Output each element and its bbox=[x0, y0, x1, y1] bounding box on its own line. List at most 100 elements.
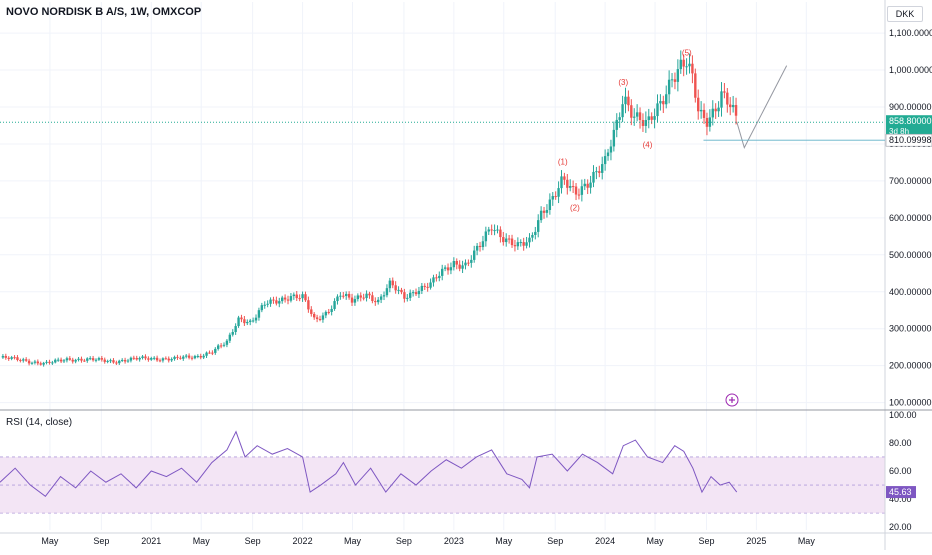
candle-body bbox=[132, 357, 136, 359]
candle-body bbox=[292, 294, 296, 297]
candle-body bbox=[542, 210, 546, 213]
wave-label: (3) bbox=[618, 78, 628, 87]
grid bbox=[0, 2, 885, 530]
candle-body bbox=[13, 357, 16, 359]
candle-body bbox=[260, 305, 264, 311]
candle-body bbox=[400, 289, 403, 293]
candle-body bbox=[295, 294, 298, 299]
candle-body bbox=[659, 101, 662, 104]
rsi-tick-label: 100.00 bbox=[889, 410, 917, 420]
candle-body bbox=[635, 112, 639, 117]
candle-body bbox=[167, 358, 170, 361]
candle-body bbox=[97, 358, 101, 360]
candle-body bbox=[429, 282, 432, 288]
candle-body bbox=[321, 315, 325, 320]
candle-body bbox=[505, 238, 508, 243]
candle-body bbox=[685, 66, 688, 68]
add-icon[interactable] bbox=[725, 393, 739, 407]
candle-body bbox=[528, 237, 531, 243]
candle-body bbox=[580, 186, 584, 195]
candle-body bbox=[705, 117, 709, 127]
candle-body bbox=[80, 358, 83, 361]
candle-body bbox=[339, 295, 342, 297]
candle-body bbox=[272, 299, 275, 301]
time-tick-label: 2023 bbox=[444, 536, 464, 546]
candle-body bbox=[502, 237, 505, 243]
candle-body bbox=[557, 188, 560, 197]
candle-body bbox=[641, 120, 645, 126]
candle-body bbox=[100, 358, 104, 360]
wave-label: (4) bbox=[643, 141, 653, 150]
candle-body bbox=[563, 176, 566, 180]
candle-body bbox=[4, 355, 8, 358]
candle-body bbox=[45, 361, 48, 363]
candle-body bbox=[443, 267, 447, 269]
candle-body bbox=[534, 231, 537, 235]
price-tick-label: 500.00000 bbox=[889, 250, 932, 260]
candle-body bbox=[470, 259, 473, 263]
candle-body bbox=[315, 317, 319, 319]
candle-body bbox=[368, 293, 371, 296]
candle-body bbox=[397, 289, 400, 291]
candle-body bbox=[670, 79, 674, 81]
candle-body bbox=[118, 360, 121, 364]
last-price-label: 858.80000 bbox=[889, 116, 932, 126]
candle-body bbox=[423, 285, 426, 287]
candle-body bbox=[548, 199, 552, 210]
candle-body bbox=[478, 245, 482, 248]
candle-body bbox=[283, 297, 287, 300]
rsi-tick-label: 60.00 bbox=[889, 466, 912, 476]
candle-body bbox=[27, 360, 31, 364]
candle-body bbox=[688, 63, 691, 67]
candle-body bbox=[537, 220, 540, 232]
candle-body bbox=[394, 285, 397, 291]
candle-body bbox=[665, 94, 668, 105]
candle-body bbox=[48, 361, 51, 363]
candle-body bbox=[513, 245, 517, 247]
candle-body bbox=[205, 352, 208, 356]
candle-body bbox=[225, 340, 229, 345]
candle-body bbox=[464, 262, 467, 266]
candle-body bbox=[196, 355, 200, 357]
price-tick-label: 1,000.00000 bbox=[889, 65, 932, 75]
candle-body bbox=[150, 358, 153, 360]
candle-body bbox=[720, 91, 723, 108]
candle-body bbox=[345, 293, 348, 297]
candle-body bbox=[551, 196, 554, 200]
candle-body bbox=[679, 59, 682, 70]
candle-body bbox=[254, 317, 258, 321]
rsi-tick-label: 20.00 bbox=[889, 522, 912, 532]
candle-body bbox=[179, 357, 182, 359]
candle-body bbox=[257, 310, 261, 318]
candle-body bbox=[531, 234, 534, 238]
candle-body bbox=[327, 311, 330, 313]
candle-body bbox=[193, 356, 197, 359]
chart-title: NOVO NORDISK B A/S, 1W, OMXCOP bbox=[6, 6, 202, 18]
candle-body bbox=[449, 267, 453, 271]
target-badge bbox=[885, 133, 932, 147]
candle-body bbox=[630, 105, 633, 118]
candle-body bbox=[598, 171, 601, 173]
candle-body bbox=[51, 362, 54, 364]
candle-body bbox=[644, 120, 648, 126]
time-tick-label: 2021 bbox=[141, 536, 161, 546]
candle-body bbox=[77, 358, 80, 360]
candle-body bbox=[510, 238, 514, 246]
candle-body bbox=[347, 293, 351, 298]
candle-body bbox=[612, 129, 616, 147]
candle-body bbox=[161, 358, 165, 361]
candle-body bbox=[467, 262, 470, 264]
candle-body bbox=[109, 360, 112, 362]
currency-button[interactable]: DKK bbox=[887, 6, 923, 22]
candle-body bbox=[461, 265, 464, 269]
candle-body bbox=[371, 295, 374, 302]
candle-body bbox=[362, 297, 365, 299]
candle-body bbox=[304, 294, 307, 301]
price-tick-label: 900.00000 bbox=[889, 102, 932, 112]
candle-body bbox=[717, 107, 720, 112]
candle-body bbox=[240, 317, 243, 320]
candle-body bbox=[385, 288, 389, 296]
candle-body bbox=[473, 250, 476, 260]
candle-body bbox=[71, 359, 74, 362]
